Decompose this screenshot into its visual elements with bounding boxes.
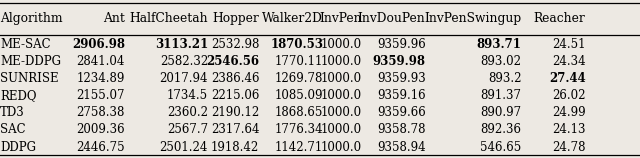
Text: 9359.96: 9359.96 (377, 38, 426, 51)
Text: 1085.09: 1085.09 (275, 89, 323, 102)
Text: 2386.46: 2386.46 (211, 72, 259, 85)
Text: 2017.94: 2017.94 (159, 72, 208, 85)
Text: SUNRISE: SUNRISE (0, 72, 59, 85)
Text: 1142.71: 1142.71 (275, 141, 323, 154)
Text: 27.44: 27.44 (549, 72, 586, 85)
Text: 1870.53: 1870.53 (270, 38, 323, 51)
Text: 9359.66: 9359.66 (377, 106, 426, 119)
Text: 1000.0: 1000.0 (321, 38, 362, 51)
Text: ME-DDPG: ME-DDPG (0, 55, 61, 68)
Text: SAC: SAC (0, 123, 26, 137)
Text: 3113.21: 3113.21 (155, 38, 208, 51)
Text: 1770.11: 1770.11 (275, 55, 323, 68)
Text: 892.36: 892.36 (481, 123, 522, 137)
Text: 9358.94: 9358.94 (377, 141, 426, 154)
Text: 9359.16: 9359.16 (377, 89, 426, 102)
Text: InvPenSwingup: InvPenSwingup (424, 12, 522, 25)
Text: 1000.0: 1000.0 (321, 72, 362, 85)
Text: ME-SAC: ME-SAC (0, 38, 51, 51)
Text: 2546.56: 2546.56 (206, 55, 259, 68)
Text: 2841.04: 2841.04 (76, 55, 125, 68)
Text: 9359.93: 9359.93 (377, 72, 426, 85)
Text: 2317.64: 2317.64 (211, 123, 259, 137)
Text: 9358.78: 9358.78 (377, 123, 426, 137)
Text: 2582.32: 2582.32 (160, 55, 208, 68)
Text: REDQ: REDQ (0, 89, 36, 102)
Text: 1000.0: 1000.0 (321, 106, 362, 119)
Text: 2532.98: 2532.98 (211, 38, 259, 51)
Text: 1000.0: 1000.0 (321, 141, 362, 154)
Text: 2155.07: 2155.07 (76, 89, 125, 102)
Text: InvPen: InvPen (319, 12, 362, 25)
Text: 2215.06: 2215.06 (211, 89, 259, 102)
Text: 1734.5: 1734.5 (167, 89, 208, 102)
Text: 2446.75: 2446.75 (76, 141, 125, 154)
Text: 24.78: 24.78 (552, 141, 586, 154)
Text: 1000.0: 1000.0 (321, 55, 362, 68)
Text: 2758.38: 2758.38 (76, 106, 125, 119)
Text: Hopper: Hopper (212, 12, 259, 25)
Text: 24.99: 24.99 (552, 106, 586, 119)
Text: 2501.24: 2501.24 (159, 141, 208, 154)
Text: 2906.98: 2906.98 (72, 38, 125, 51)
Text: TD3: TD3 (0, 106, 25, 119)
Text: Algorithm: Algorithm (0, 12, 63, 25)
Text: 26.02: 26.02 (552, 89, 586, 102)
Text: 2009.36: 2009.36 (76, 123, 125, 137)
Text: Reacher: Reacher (534, 12, 586, 25)
Text: 893.71: 893.71 (477, 38, 522, 51)
Text: 1269.78: 1269.78 (275, 72, 323, 85)
Text: 24.13: 24.13 (552, 123, 586, 137)
Text: Ant: Ant (103, 12, 125, 25)
Text: 1234.89: 1234.89 (76, 72, 125, 85)
Text: 2190.12: 2190.12 (211, 106, 259, 119)
Text: 2567.7: 2567.7 (167, 123, 208, 137)
Text: Walker2D: Walker2D (262, 12, 323, 25)
Text: 1776.34: 1776.34 (275, 123, 323, 137)
Text: DDPG: DDPG (0, 141, 36, 154)
Text: 1918.42: 1918.42 (211, 141, 259, 154)
Text: 1000.0: 1000.0 (321, 89, 362, 102)
Text: 9359.98: 9359.98 (372, 55, 426, 68)
Text: 2360.2: 2360.2 (167, 106, 208, 119)
Text: HalfCheetah: HalfCheetah (129, 12, 208, 25)
Text: 24.51: 24.51 (552, 38, 586, 51)
Text: 1868.65: 1868.65 (275, 106, 323, 119)
Text: 1000.0: 1000.0 (321, 123, 362, 137)
Text: 546.65: 546.65 (481, 141, 522, 154)
Text: 893.2: 893.2 (488, 72, 522, 85)
Text: 893.02: 893.02 (481, 55, 522, 68)
Text: InvDouPen: InvDouPen (358, 12, 426, 25)
Text: 24.34: 24.34 (552, 55, 586, 68)
Text: 890.97: 890.97 (481, 106, 522, 119)
Text: 891.37: 891.37 (481, 89, 522, 102)
